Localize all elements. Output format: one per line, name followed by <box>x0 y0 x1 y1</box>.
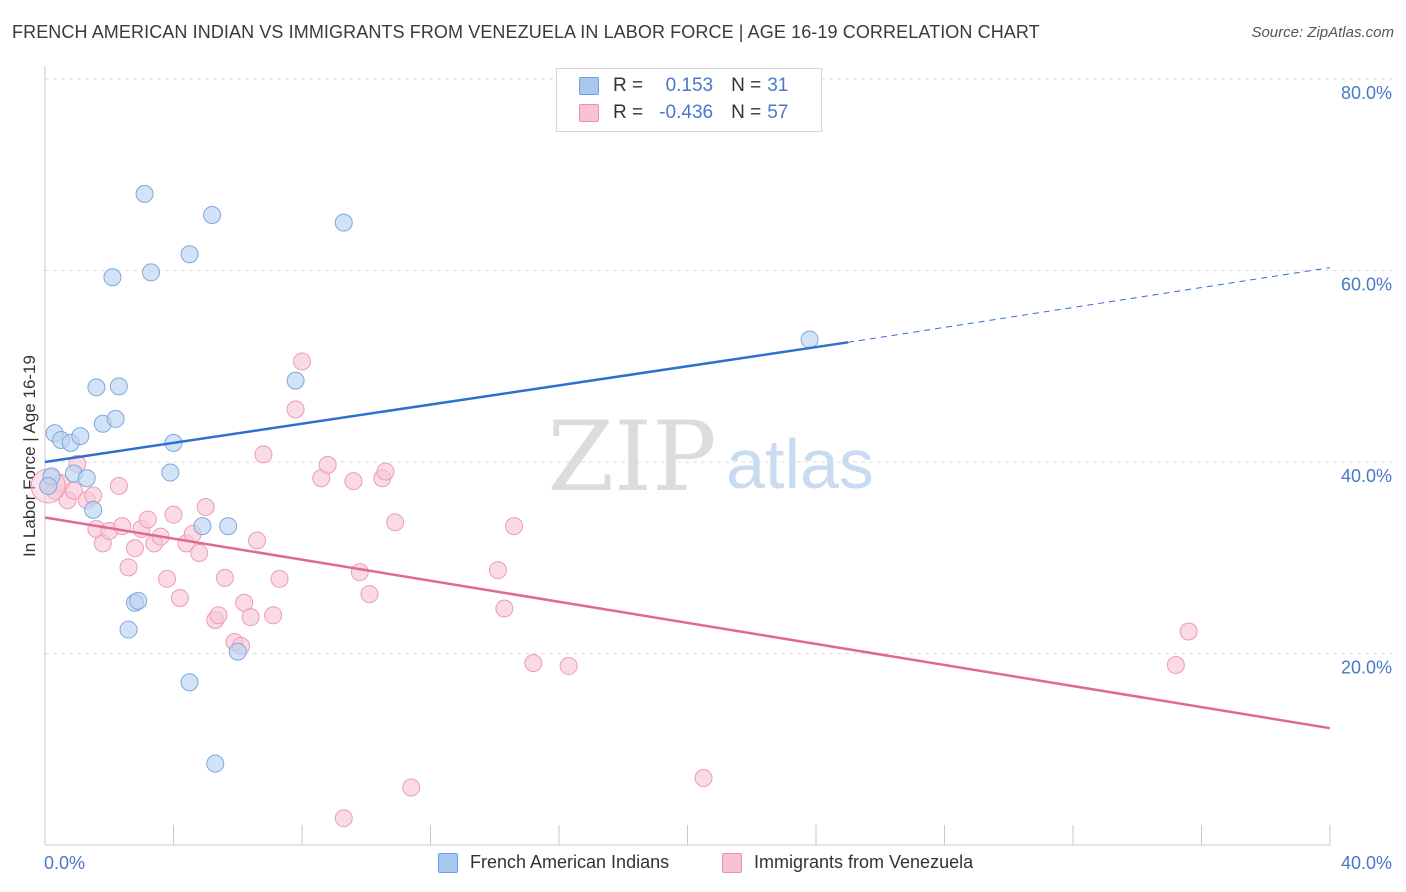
data-point-french-american-indian <box>161 463 180 482</box>
data-point-venezuela <box>293 352 311 371</box>
data-point-venezuela <box>196 498 215 517</box>
data-point-french-american-indian <box>180 245 199 264</box>
x-tick-label: 40.0% <box>1341 853 1392 873</box>
legend-row-pink: R = -0.436 N = 57 <box>579 100 788 126</box>
trend-line-french-american-indians <box>44 341 849 464</box>
data-point-venezuela <box>318 455 337 474</box>
series-french-american-indians <box>39 184 819 773</box>
legend-r-label: R = <box>613 75 644 96</box>
legend-n-label: N = <box>731 102 762 123</box>
data-point-venezuela <box>344 472 363 491</box>
legend-r-value: -0.436 <box>659 102 714 123</box>
data-point-french-american-indian <box>39 476 58 495</box>
data-point-venezuela <box>694 768 713 787</box>
legend-swatch-blue <box>579 77 599 95</box>
data-point-venezuela <box>170 588 189 607</box>
data-point-french-american-indian <box>71 427 90 446</box>
data-point-venezuela <box>386 513 405 532</box>
y-tick-label: 80.0% <box>1341 83 1392 103</box>
bottom-legend-swatch-blue <box>438 852 458 873</box>
chart-title: FRENCH AMERICAN INDIAN VS IMMIGRANTS FRO… <box>12 22 1040 42</box>
data-point-french-american-indian <box>334 213 353 232</box>
y-tick-label: 40.0% <box>1341 466 1392 486</box>
data-point-venezuela <box>524 654 543 673</box>
legend-r-label: R = <box>613 102 644 123</box>
legend-swatch-pink <box>579 104 599 122</box>
data-point-venezuela <box>138 510 157 529</box>
data-point-french-american-indian <box>800 330 819 349</box>
legend-r-value: 0.153 <box>665 75 714 96</box>
data-point-venezuela <box>241 608 260 627</box>
data-point-venezuela <box>158 569 177 588</box>
data-point-venezuela <box>350 563 369 582</box>
source-label: Source: ZipAtlas.com <box>1251 24 1394 41</box>
data-point-french-american-indian <box>219 517 238 536</box>
data-point-venezuela <box>248 531 267 550</box>
data-point-french-american-indian <box>135 184 154 203</box>
data-point-venezuela <box>1179 622 1198 641</box>
data-point-venezuela <box>109 476 128 495</box>
data-point-venezuela <box>1166 655 1185 674</box>
data-point-french-american-indian <box>180 673 199 692</box>
y-tick-label: 60.0% <box>1341 275 1392 295</box>
data-point-venezuela <box>559 656 578 675</box>
legend-n-value: 57 <box>767 102 789 123</box>
data-point-venezuela <box>264 606 283 625</box>
data-point-venezuela <box>495 599 514 618</box>
bottom-legend-label: Immigrants from Venezuela <box>754 852 974 872</box>
data-point-french-american-indian <box>109 377 128 396</box>
data-point-venezuela <box>215 568 234 587</box>
data-point-french-american-indian <box>84 500 103 519</box>
data-point-french-american-indian <box>203 205 222 224</box>
axes <box>44 66 1331 846</box>
data-point-french-american-indian <box>228 642 247 661</box>
data-point-venezuela <box>286 400 305 419</box>
trend-line-immigrants-from-venezuela <box>44 516 1331 730</box>
data-point-venezuela <box>334 809 353 828</box>
data-point-french-american-indian <box>106 409 125 428</box>
x-tick-label: 0.0% <box>44 853 85 873</box>
legend-row-blue: R = 0.153 N = 31 <box>579 73 788 99</box>
data-point-french-american-indian <box>286 371 305 390</box>
bottom-legend-swatch-pink <box>722 852 742 873</box>
data-point-venezuela <box>254 445 273 464</box>
data-point-french-american-indian <box>142 263 161 282</box>
data-point-venezuela <box>270 569 289 588</box>
data-point-venezuela <box>402 778 421 797</box>
legend-n-value: 31 <box>767 75 789 96</box>
grid-lines <box>45 78 1392 654</box>
data-point-french-american-indian <box>87 378 106 397</box>
watermark-zip: ZIP <box>547 401 716 513</box>
data-point-french-american-indian <box>119 620 138 639</box>
data-point-french-american-indian <box>206 754 225 773</box>
y-tick-label: 20.0% <box>1341 658 1392 678</box>
data-point-venezuela <box>209 606 228 625</box>
data-point-french-american-indian <box>77 469 96 488</box>
trend-lines <box>44 267 1331 730</box>
correlation-legend: R = 0.153 N = 31 R = -0.436 N = 57 <box>556 68 822 132</box>
watermark: ZIP atlas <box>547 401 874 513</box>
tick-labels: 20.0% 40.0% 60.0% 80.0% 0.0% 40.0% <box>44 83 1392 873</box>
bottom-legend-label: French American Indians <box>470 852 670 872</box>
bottom-legend-item-immigrants-from-venezuela: Immigrants from Venezuela <box>722 852 973 873</box>
data-point-venezuela <box>505 517 524 536</box>
data-point-venezuela <box>125 539 144 558</box>
trend-line-extension-french-american-indians <box>848 267 1331 343</box>
bottom-legend-item-french-american-indians: French American Indians <box>438 852 669 873</box>
legend-n-label: N = <box>731 75 762 96</box>
data-point-venezuela <box>488 561 507 580</box>
data-point-french-american-indian <box>129 591 148 610</box>
data-point-venezuela <box>164 505 183 524</box>
data-point-venezuela <box>190 543 209 562</box>
data-point-venezuela <box>119 558 138 577</box>
data-point-venezuela <box>360 585 379 604</box>
data-point-venezuela <box>376 462 395 481</box>
watermark-atlas: atlas <box>726 425 874 503</box>
data-point-french-american-indian <box>103 268 122 287</box>
data-point-french-american-indian <box>193 517 212 536</box>
